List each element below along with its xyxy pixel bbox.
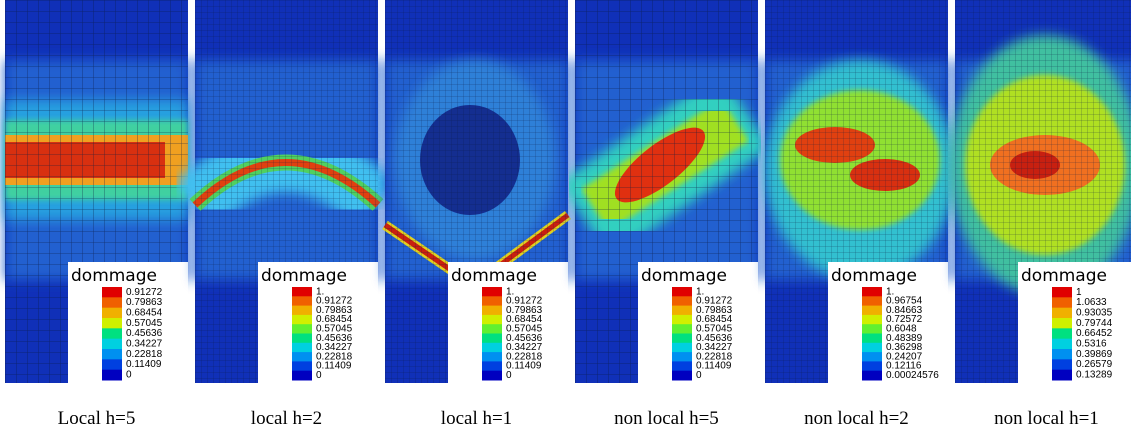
colorbar-swatch: [1052, 328, 1072, 339]
legend-label: 0: [316, 370, 322, 381]
legend-title: dommage: [451, 266, 537, 286]
colorbar-swatch: [482, 287, 502, 297]
colorbar-swatch: [862, 343, 882, 353]
colorbar-swatch: [1052, 308, 1072, 319]
panel: dommage11.06330.930350.797440.664520.531…: [950, 0, 1131, 429]
colorbar-swatch: [292, 352, 312, 362]
colorbar-swatch: [102, 349, 122, 360]
colorbar-swatch: [1052, 287, 1072, 298]
colorbar-swatch: [862, 352, 882, 362]
colorbar-swatch: [292, 296, 312, 306]
colorbar-swatch: [292, 287, 312, 297]
colorbar-swatch: [862, 306, 882, 316]
panel: dommage0.912720.798630.684540.570450.456…: [5, 0, 188, 429]
colorbar-swatch: [102, 297, 122, 308]
colorbar-swatch: [672, 334, 692, 344]
colorbar-swatch: [102, 328, 122, 339]
colorbar-swatch: [862, 324, 882, 334]
colorbar-swatch: [862, 334, 882, 344]
colorbar-swatch: [292, 324, 312, 334]
colorbar-swatch: [1052, 318, 1072, 329]
colorbar-swatch: [102, 287, 122, 298]
caption: local h=2: [251, 408, 322, 429]
colorbar-swatch: [672, 343, 692, 353]
legend-title: dommage: [71, 266, 157, 286]
colorbar-swatch: [482, 343, 502, 353]
caption: non local h=1: [994, 408, 1099, 429]
colorbar-swatch: [672, 306, 692, 316]
colorbar-swatch: [102, 308, 122, 319]
legend-label: 0: [696, 370, 702, 381]
colorbar-swatch: [672, 361, 692, 371]
caption: local h=1: [441, 408, 512, 429]
panel: dommage1.0.912720.798630.684540.570450.4…: [575, 0, 758, 429]
colorbar-swatch: [102, 370, 122, 381]
colorbar-swatch: [672, 371, 692, 381]
colorbar-swatch: [862, 361, 882, 371]
figure: dommage0.912720.798630.684540.570450.456…: [0, 0, 1131, 435]
colorbar-swatch: [672, 296, 692, 306]
colorbar-swatch: [862, 315, 882, 325]
colorbar-swatch: [672, 324, 692, 334]
colorbar-swatch: [482, 324, 502, 334]
colorbar-swatch: [482, 371, 502, 381]
legend-label: 0: [126, 369, 132, 380]
colorbar-swatch: [292, 371, 312, 381]
legend-label: 0.13289: [1076, 369, 1113, 380]
colorbar-swatch: [862, 296, 882, 306]
colorbar-swatch: [1052, 349, 1072, 360]
colorbar-swatch: [482, 361, 502, 371]
colorbar-swatch: [672, 315, 692, 325]
colorbar-swatch: [1052, 359, 1072, 370]
legend-title: dommage: [831, 266, 917, 286]
caption: Local h=5: [58, 408, 136, 429]
colorbar-swatch: [1052, 297, 1072, 308]
colorbar-swatch: [482, 334, 502, 344]
colorbar-swatch: [102, 318, 122, 329]
colorbar-swatch: [292, 306, 312, 316]
legend-title: dommage: [261, 266, 347, 286]
colorbar-swatch: [292, 361, 312, 371]
panel: dommage1.0.912720.798630.684540.570450.4…: [385, 0, 568, 429]
colorbar-swatch: [102, 339, 122, 350]
panel: dommage1.0.912720.798630.684540.570450.4…: [195, 0, 378, 429]
colorbar-swatch: [482, 352, 502, 362]
legend-title: dommage: [641, 266, 727, 286]
colorbar-swatch: [292, 334, 312, 344]
colorbar-swatch: [482, 296, 502, 306]
panel: dommage1.0.967540.846630.725720.60480.48…: [765, 0, 955, 429]
colorbar-swatch: [862, 287, 882, 297]
legend-title: dommage: [1021, 266, 1107, 286]
colorbar-swatch: [862, 371, 882, 381]
colorbar-swatch: [292, 315, 312, 325]
colorbar-swatch: [482, 315, 502, 325]
colorbar-swatch: [672, 352, 692, 362]
caption: non local h=2: [804, 408, 909, 429]
caption: non local h=5: [614, 408, 719, 429]
colorbar-swatch: [102, 359, 122, 370]
legend-label: 0.00024576: [886, 370, 939, 381]
colorbar-swatch: [1052, 339, 1072, 350]
colorbar-swatch: [292, 343, 312, 353]
colorbar-swatch: [1052, 370, 1072, 381]
colorbar-swatch: [672, 287, 692, 297]
legend-label: 0: [506, 370, 512, 381]
colorbar-swatch: [482, 306, 502, 316]
